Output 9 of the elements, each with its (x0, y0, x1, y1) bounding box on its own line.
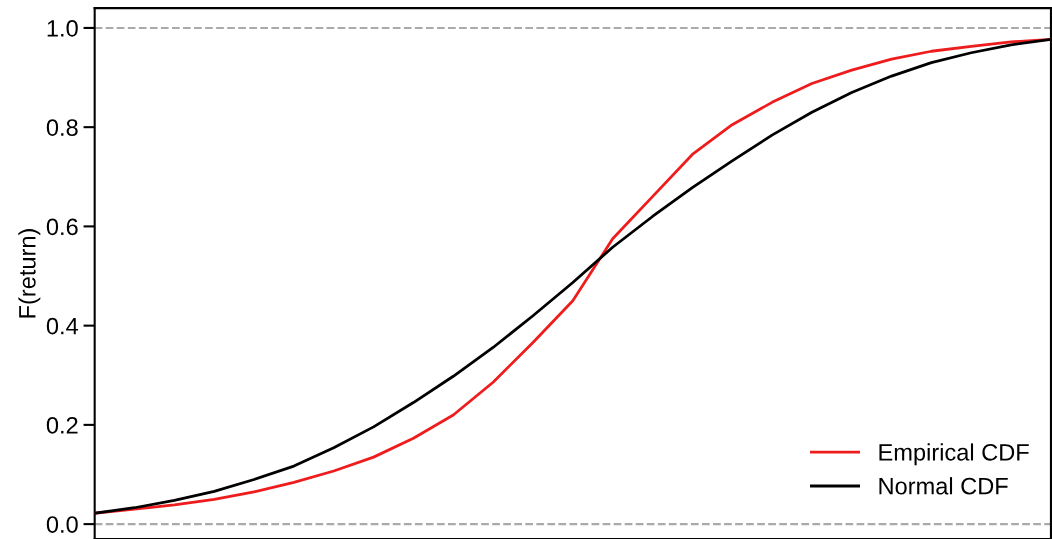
y-tick-label: 0.6 (46, 218, 78, 236)
y-tick-label: 0.0 (46, 516, 78, 533)
y-axis-title: F(return) (18, 229, 41, 318)
y-tick-label: 0.8 (46, 119, 78, 136)
y-tick-label: 1.0 (47, 20, 78, 37)
y-tick-label: 0.2 (46, 416, 78, 434)
legend-label: Normal CDF (879, 477, 1008, 495)
y-tick-label: 0.4 (46, 317, 79, 335)
legend-label: Empirical CDF (879, 443, 1029, 466)
